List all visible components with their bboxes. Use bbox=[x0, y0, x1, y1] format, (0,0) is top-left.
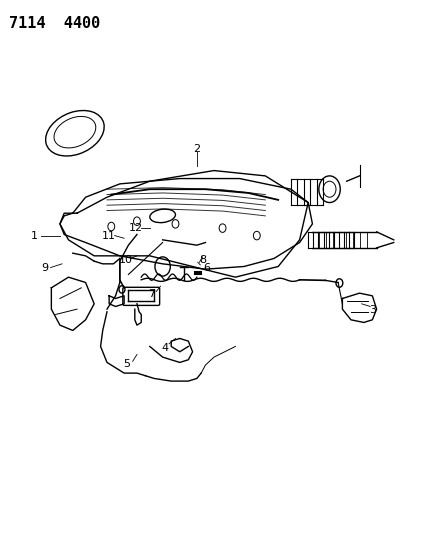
Text: 11: 11 bbox=[102, 231, 116, 240]
Text: 8: 8 bbox=[200, 255, 207, 265]
Text: 12: 12 bbox=[129, 223, 143, 233]
Text: 7: 7 bbox=[149, 289, 155, 299]
Text: 3: 3 bbox=[369, 305, 376, 315]
Text: 4: 4 bbox=[161, 343, 168, 352]
Text: 6: 6 bbox=[203, 263, 210, 273]
Text: 1: 1 bbox=[31, 231, 38, 240]
Text: 7114  4400: 7114 4400 bbox=[9, 16, 100, 31]
Text: 5: 5 bbox=[123, 359, 130, 368]
Text: 2: 2 bbox=[193, 144, 200, 154]
Text: 10: 10 bbox=[119, 255, 133, 265]
Text: 9: 9 bbox=[42, 263, 48, 272]
Circle shape bbox=[336, 279, 343, 287]
